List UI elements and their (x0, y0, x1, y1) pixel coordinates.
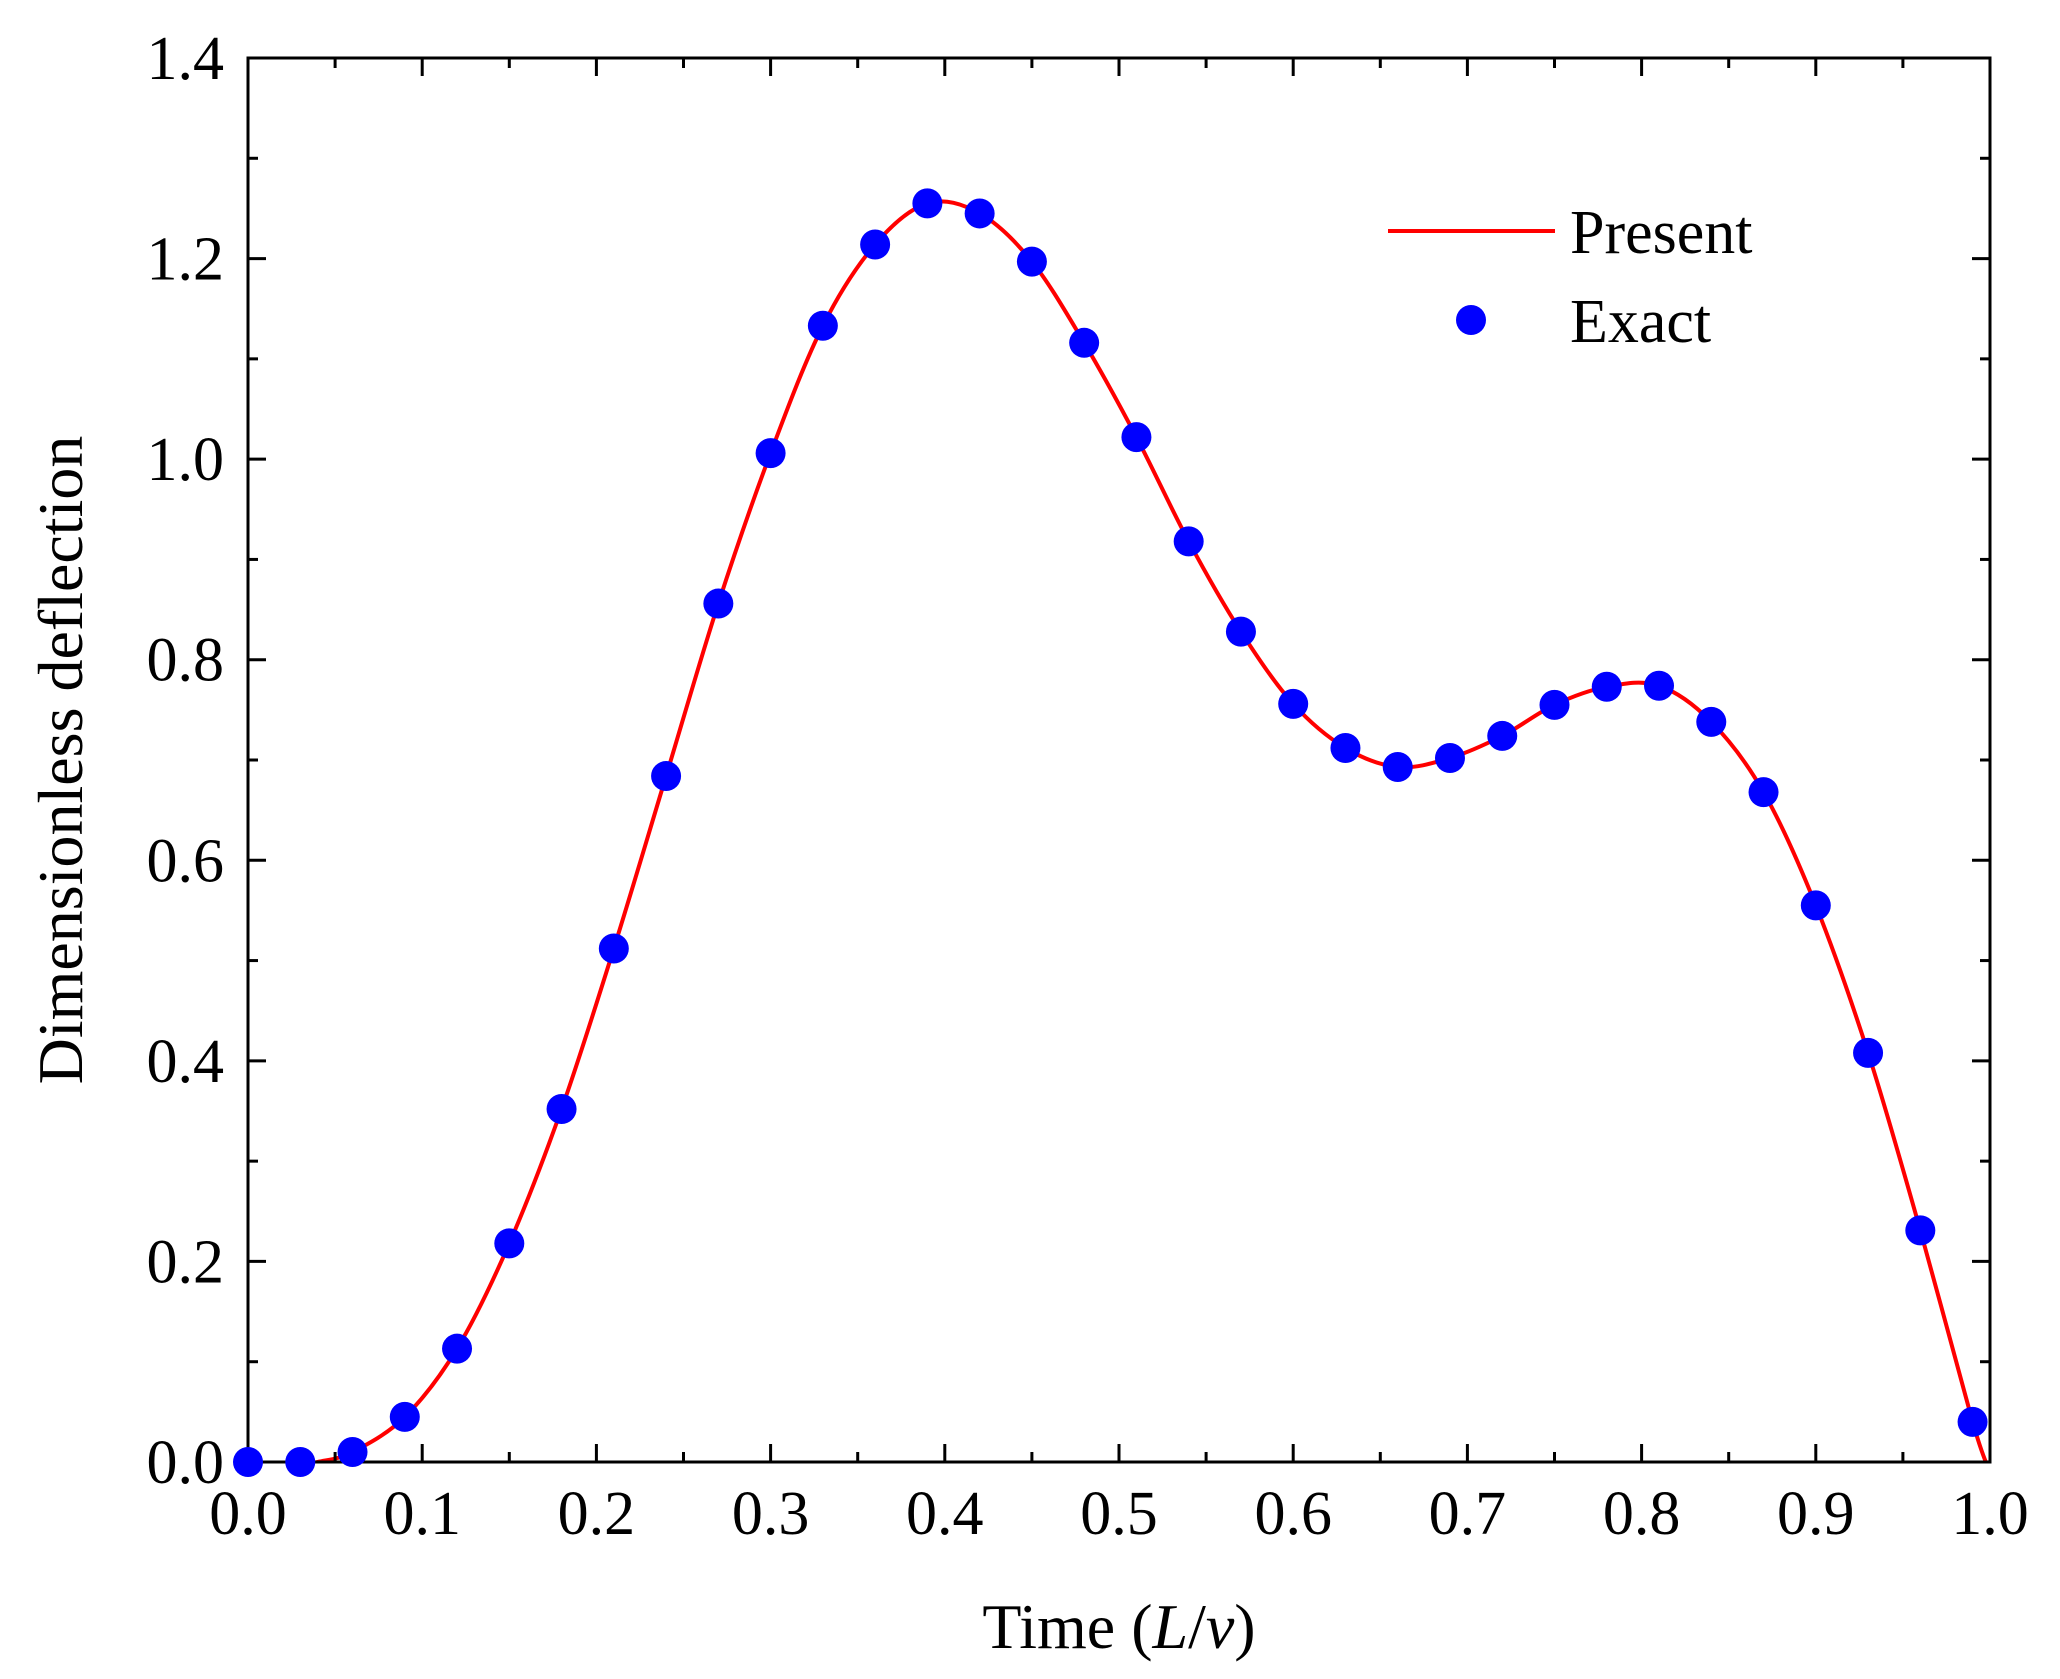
legend: Present Exact (1388, 199, 1753, 356)
y-tick-label: 0.8 (147, 627, 225, 695)
series-markers-exact (233, 188, 1988, 1477)
y-tick-label: 0.4 (147, 1028, 225, 1096)
x-tick-label: 0.1 (383, 1480, 461, 1548)
x-axis-title: Time (L/v) (982, 1591, 1255, 1662)
data-point-exact (807, 310, 838, 341)
data-point-exact (755, 438, 786, 469)
x-tick-label: 0.0 (209, 1480, 287, 1548)
data-point-exact (1382, 752, 1413, 783)
x-tick-label: 0.6 (1254, 1480, 1332, 1548)
data-point-exact (1644, 670, 1675, 701)
x-tick-label: 0.2 (558, 1480, 636, 1548)
x-tick-label: 0.5 (1080, 1480, 1158, 1548)
legend-label-exact: Exact (1570, 288, 1711, 356)
data-point-exact (1696, 706, 1727, 737)
data-point-exact (1853, 1037, 1884, 1068)
y-tick-label: 1.0 (147, 426, 225, 494)
data-point-exact (1225, 616, 1256, 647)
data-point-exact (1173, 526, 1204, 557)
data-point-exact (860, 229, 891, 260)
data-point-exact (1539, 689, 1570, 720)
data-point-exact (337, 1436, 368, 1467)
data-point-exact (1278, 688, 1309, 719)
x-tick-label: 0.4 (906, 1480, 984, 1548)
data-point-exact (1121, 422, 1152, 453)
x-tick-label: 1.0 (1951, 1480, 2029, 1548)
x-tick-label: 0.9 (1777, 1480, 1855, 1548)
y-tick-label: 0.2 (147, 1228, 225, 1296)
data-point-exact (1800, 890, 1831, 921)
data-point-exact (389, 1401, 420, 1432)
data-point-exact (912, 188, 943, 219)
data-point-exact (546, 1093, 577, 1124)
x-tick-label: 0.3 (732, 1480, 810, 1548)
y-tick-label: 1.4 (147, 25, 225, 93)
y-tick-label: 0.6 (147, 827, 225, 895)
axis-ticks: 0.0 0.1 0.2 0.3 0.4 0.5 0.6 0.7 0.8 0.9 1.0 0.0 0.2 0… (147, 25, 2029, 1548)
legend-label-present: Present (1570, 199, 1753, 267)
data-point-exact (1330, 732, 1361, 763)
data-point-exact (598, 933, 629, 964)
data-point-exact (1905, 1215, 1936, 1246)
data-point-exact (1487, 720, 1518, 751)
x-tick-label: 0.8 (1603, 1480, 1681, 1548)
data-point-exact (651, 761, 682, 792)
data-point-exact (442, 1333, 473, 1364)
data-point-exact (494, 1228, 525, 1259)
data-point-exact (1748, 777, 1779, 808)
y-axis-title: Dimensionless deflection (25, 436, 96, 1085)
data-point-exact (285, 1447, 316, 1477)
data-point-exact (1957, 1406, 1988, 1437)
legend-marker-exact (1456, 305, 1486, 335)
data-point-exact (1591, 671, 1622, 702)
data-point-exact (1434, 742, 1465, 773)
data-point-exact (1069, 327, 1100, 358)
x-tick-label: 0.7 (1429, 1480, 1507, 1548)
data-point-exact (703, 588, 734, 619)
y-tick-label: 1.2 (147, 226, 225, 294)
y-tick-label: 0.0 (147, 1429, 225, 1497)
data-point-exact (1016, 246, 1047, 277)
data-point-exact (964, 198, 995, 229)
data-point-exact (233, 1447, 263, 1477)
